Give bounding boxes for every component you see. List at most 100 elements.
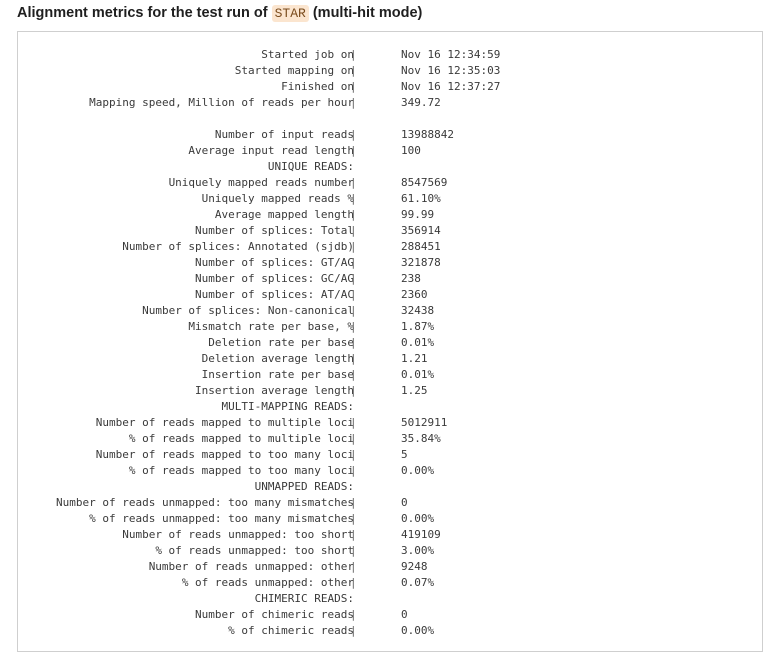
column-separator: | (350, 256, 357, 269)
metric-value: 1.87% (401, 320, 435, 333)
metric-value: 0.07% (401, 576, 435, 589)
metric-row: Number of input reads | 13988842 (18, 127, 762, 143)
metric-row: Number of splices: Non-canonical | 32438 (18, 303, 762, 319)
column-separator: | (350, 544, 357, 557)
metric-row: Number of splices: Annotated (sjdb) | 2884… (18, 239, 762, 255)
column-separator: | (350, 368, 357, 381)
metric-row: Number of splices: Total | 356914 (18, 223, 762, 239)
metric-row: Mismatch rate per base, % | 1.87% (18, 319, 762, 335)
metric-value: 0.00% (401, 512, 435, 525)
metric-value: 0.00% (401, 464, 435, 477)
column-separator: | (350, 80, 357, 93)
metric-value: 8547569 (401, 176, 448, 189)
metric-row: % of chimeric reads | 0.00% (18, 623, 762, 639)
section-header: MULTI-MAPPING READS: (18, 399, 762, 415)
column-separator: | (350, 64, 357, 77)
metric-value: 9248 (401, 560, 428, 573)
column-separator: | (350, 624, 357, 637)
metric-row: % of reads unmapped: too many mismatches… (18, 511, 762, 527)
metric-label: Number of splices: AT/AC (195, 288, 354, 301)
metric-row: % of reads mapped to too many loci | 0.00% (18, 463, 762, 479)
metric-value: 1.21 (401, 352, 428, 365)
metric-row: Number of reads unmapped: too short | 4191… (18, 527, 762, 543)
metric-row: Started job on | Nov 16 12:34:59 (18, 47, 762, 63)
column-separator: | (350, 496, 357, 509)
metric-value: 99.99 (401, 208, 435, 221)
metric-row: % of reads unmapped: too short | 3.00% (18, 543, 762, 559)
metric-value: 1.25 (401, 384, 428, 397)
metric-label: Number of reads unmapped: other (148, 560, 354, 573)
metric-label: % of chimeric reads (228, 624, 354, 637)
section-label: UNIQUE READS: (267, 160, 354, 173)
metric-label: Number of input reads (214, 128, 354, 141)
column-separator: | (350, 288, 357, 301)
column-separator: | (350, 224, 357, 237)
metric-value: 349.72 (401, 96, 441, 109)
metric-value: 321878 (401, 256, 441, 269)
metric-label: % of reads mapped to too many loci (128, 464, 354, 477)
column-separator: | (350, 432, 357, 445)
metric-row: Number of reads unmapped: other | 9248 (18, 559, 762, 575)
metric-label: Number of reads unmapped: too many misma… (55, 496, 354, 509)
metric-label: Number of splices: GC/AG (195, 272, 354, 285)
metric-label: Number of chimeric reads (195, 608, 354, 621)
column-separator: | (350, 176, 357, 189)
metric-row: Deletion rate per base | 0.01% (18, 335, 762, 351)
metric-row: Number of splices: GC/AG | 238 (18, 271, 762, 287)
metrics-list: Started job on | Nov 16 12:34:59 Started ma… (18, 47, 762, 639)
metric-label: Number of splices: Total (195, 224, 354, 237)
metric-row: Average input read length | 100 (18, 143, 762, 159)
section-label: UNMAPPED READS: (254, 480, 354, 493)
metric-label: Number of splices: GT/AG (195, 256, 354, 269)
metric-value: 32438 (401, 304, 435, 317)
metric-row: Mapping speed, Million of reads per hour… (18, 95, 762, 111)
section-header: CHIMERIC READS: (18, 591, 762, 607)
section-label: MULTI-MAPPING READS: (221, 400, 354, 413)
metric-row: Finished on | Nov 16 12:37:27 (18, 79, 762, 95)
section-header: UNMAPPED READS: (18, 479, 762, 495)
blank-line (18, 111, 762, 127)
metric-value: 61.10% (401, 192, 441, 205)
column-separator: | (350, 304, 357, 317)
metric-label: Started job on (261, 48, 354, 61)
metric-row: % of reads unmapped: other | 0.07% (18, 575, 762, 591)
metric-label: Average input read length (188, 144, 354, 157)
metric-label: Finished on (281, 80, 354, 93)
metric-value: 419109 (401, 528, 441, 541)
metric-value: 0.01% (401, 336, 435, 349)
section-label: CHIMERIC READS: (254, 592, 354, 605)
metrics-log-panel: Started job on | Nov 16 12:34:59 Started ma… (17, 31, 763, 652)
metric-row: Uniquely mapped reads % | 61.10% (18, 191, 762, 207)
metric-row: Number of reads unmapped: too many misma… (18, 495, 762, 511)
column-separator: | (350, 384, 357, 397)
page-title: Alignment metrics for the test run of ST… (17, 3, 422, 24)
metric-label: Uniquely mapped reads number (168, 176, 354, 189)
metric-value: Nov 16 12:37:27 (401, 80, 501, 93)
metric-value: 0.00% (401, 624, 435, 637)
section-header: UNIQUE READS: (18, 159, 762, 175)
metric-label: Number of splices: Non-canonical (142, 304, 354, 317)
metric-row: Insertion average length | 1.25 (18, 383, 762, 399)
metric-row: Uniquely mapped reads number | 8547569 (18, 175, 762, 191)
metric-label: Number of reads mapped to multiple loci (95, 416, 354, 429)
column-separator: | (350, 128, 357, 141)
metric-label: % of reads unmapped: too many mismatches (89, 512, 354, 525)
metric-row: Insertion rate per base | 0.01% (18, 367, 762, 383)
title-suffix: (multi-hit mode) (312, 5, 423, 21)
metric-row: Average mapped length | 99.99 (18, 207, 762, 223)
metric-row: Deletion average length | 1.21 (18, 351, 762, 367)
metric-label: Number of reads unmapped: too short (122, 528, 354, 541)
metric-label: Number of reads mapped to too many loci (95, 448, 354, 461)
metric-label: % of reads mapped to multiple loci (128, 432, 354, 445)
metric-row: Number of reads mapped to too many loci |… (18, 447, 762, 463)
column-separator: | (350, 608, 357, 621)
metric-label: Average mapped length (214, 208, 354, 221)
metric-value: 100 (401, 144, 421, 157)
column-separator: | (350, 336, 357, 349)
metric-value: 356914 (401, 224, 441, 237)
metric-label: Uniquely mapped reads % (201, 192, 354, 205)
column-separator: | (350, 576, 357, 589)
column-separator: | (350, 448, 357, 461)
metric-value: 288451 (401, 240, 441, 253)
column-separator: | (350, 528, 357, 541)
